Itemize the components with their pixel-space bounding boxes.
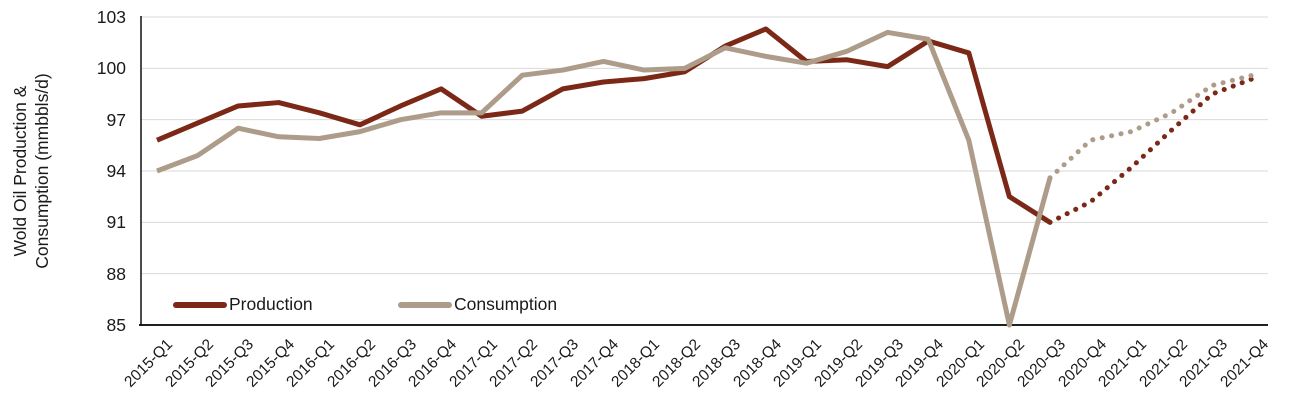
y-tick-label: 94: [106, 161, 126, 181]
y-axis-title: Wold Oil Production & Consumption (mmbbl…: [9, 73, 53, 268]
gridlines: [141, 16, 1268, 326]
consumption-line-forecast-dotted: [1047, 72, 1256, 181]
y-tick-label: 85: [106, 315, 126, 335]
y-tick-label: 103: [96, 7, 126, 27]
consumption-line-solid: [156, 29, 1053, 328]
y-tick-label: 91: [106, 212, 126, 233]
y-tick-label: 100: [96, 58, 126, 79]
production-line-solid: [156, 26, 1052, 225]
legend-label-production: Production: [229, 294, 313, 314]
y-tick-label: 88: [106, 263, 126, 284]
y-tick-label: 97: [106, 109, 126, 130]
legend-item-production: Production: [173, 294, 313, 315]
production-line-forecast-dotted: [1047, 76, 1256, 225]
y-axis-title-line2: Consumption (mmbbls/d): [32, 73, 52, 269]
consumption-legend-swatch-icon: [398, 301, 452, 308]
production-legend-swatch-icon: [173, 301, 227, 308]
legend-label-consumption: Consumption: [454, 294, 558, 314]
y-axis-title-line1: Wold Oil Production &: [10, 85, 30, 257]
legend-item-consumption: Consumption: [398, 294, 557, 315]
